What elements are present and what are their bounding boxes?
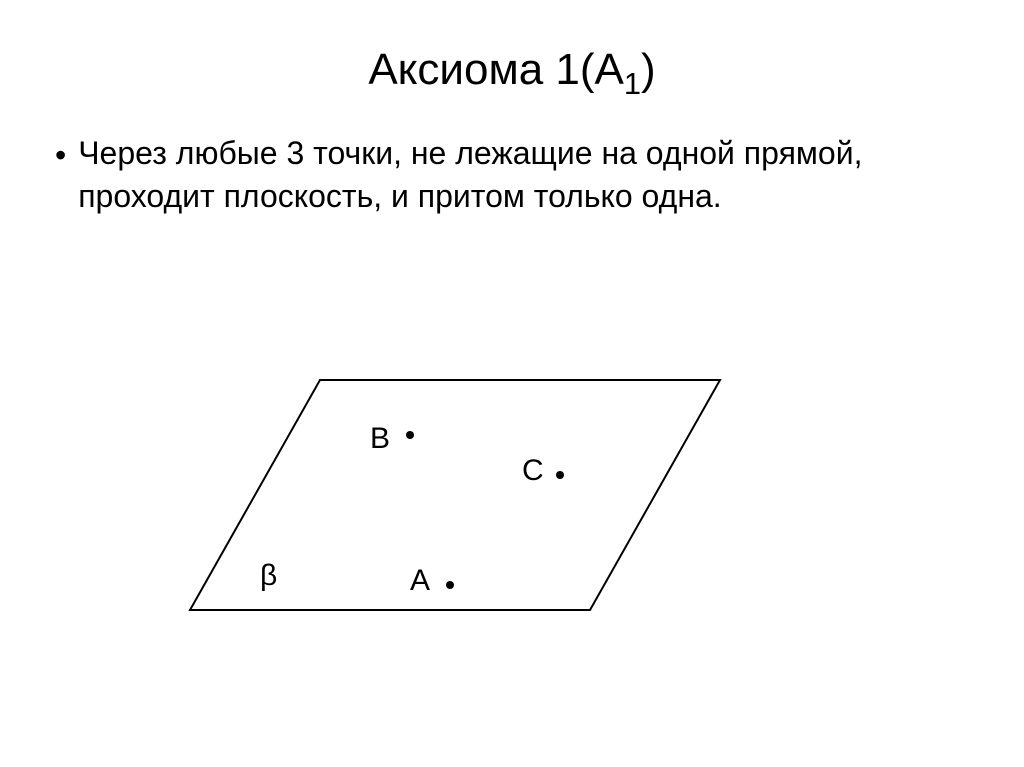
plane-svg: B C A β: [160, 330, 800, 650]
title-prefix: Аксиома 1(А: [368, 45, 624, 94]
title-suffix: ): [641, 45, 656, 94]
point-c-dot: [556, 471, 564, 479]
geometry-diagram: B C A β: [160, 330, 800, 650]
point-b-label: B: [370, 422, 390, 455]
point-a-dot: [446, 581, 454, 589]
point-a-label: A: [410, 564, 430, 597]
page-title: Аксиома 1(А1): [0, 0, 1024, 132]
statement-row: • Через любые 3 точки, не лежащие на одн…: [55, 132, 969, 218]
point-b-dot: [406, 431, 414, 439]
point-c-label: C: [522, 454, 544, 487]
bullet-marker: •: [55, 134, 66, 177]
plane-beta-label: β: [260, 559, 277, 592]
title-subscript: 1: [624, 66, 641, 101]
content-area: • Через любые 3 точки, не лежащие на одн…: [0, 132, 1024, 218]
axiom-statement: Через любые 3 точки, не лежащие на одной…: [78, 132, 969, 218]
